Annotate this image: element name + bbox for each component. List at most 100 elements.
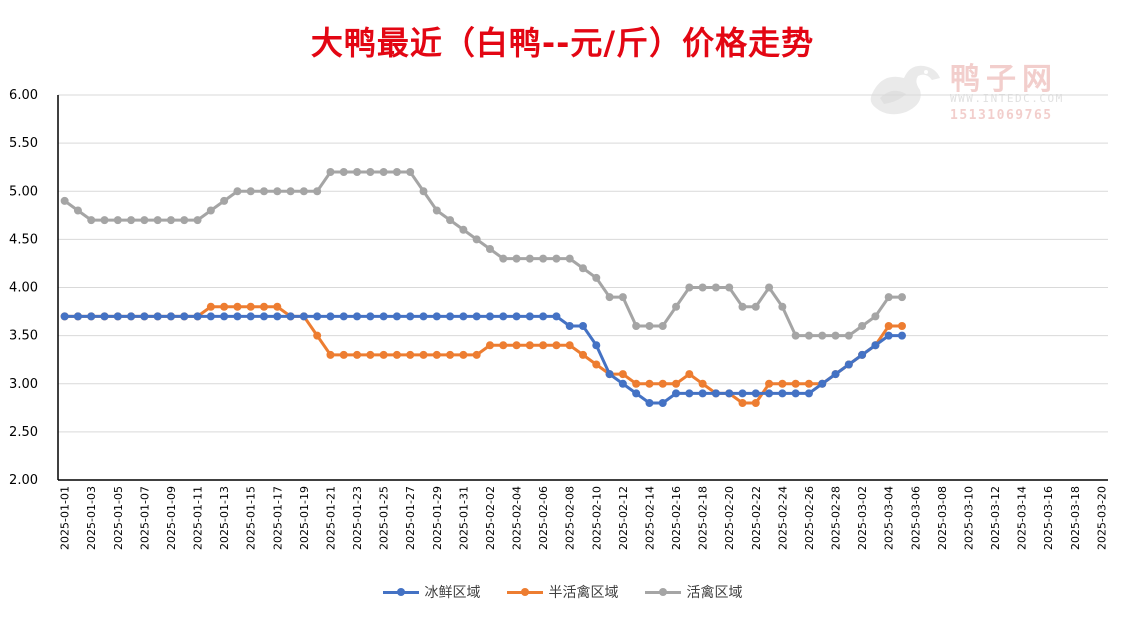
x-tick-label: 2025-02-18 — [697, 486, 710, 550]
x-tick-label: 2025-03-16 — [1042, 486, 1055, 550]
data-point — [778, 302, 787, 311]
x-tick-label: 2025-02-08 — [564, 486, 577, 550]
data-point — [100, 216, 109, 225]
data-point — [499, 341, 508, 350]
data-point — [366, 312, 375, 321]
data-point — [672, 302, 681, 311]
series-line-1 — [64, 305, 902, 405]
data-point — [472, 350, 481, 359]
data-point — [804, 379, 813, 388]
watermark-phone: 15131069765 — [950, 108, 1053, 123]
data-point — [778, 389, 787, 398]
x-tick-label: 2025-03-08 — [936, 486, 949, 550]
data-point — [871, 341, 880, 350]
legend-label: 活禽区域 — [686, 585, 743, 601]
data-point — [778, 379, 787, 388]
data-point — [831, 331, 840, 340]
x-tick-label: 2025-01-29 — [431, 486, 444, 550]
data-point — [286, 187, 295, 196]
data-point — [632, 389, 641, 398]
data-point — [791, 331, 800, 340]
data-point — [472, 235, 481, 244]
data-point — [592, 360, 601, 369]
data-point — [379, 312, 388, 321]
data-point — [791, 389, 800, 398]
duck-logo-icon — [870, 65, 940, 115]
x-tick-label: 2025-02-04 — [511, 486, 524, 550]
data-point — [260, 187, 269, 196]
data-point — [579, 264, 587, 273]
data-point — [73, 312, 82, 321]
data-point — [299, 187, 308, 196]
data-point — [738, 399, 747, 407]
data-point — [552, 254, 561, 263]
data-point — [353, 350, 362, 359]
legend-swatch — [644, 586, 681, 598]
x-tick-label: 2025-03-06 — [909, 486, 922, 550]
data-point — [499, 312, 508, 321]
data-point — [472, 312, 481, 321]
data-point — [765, 379, 774, 388]
data-point — [871, 312, 880, 321]
x-tick-label: 2025-03-04 — [883, 486, 896, 550]
data-point — [353, 312, 362, 321]
data-point — [339, 312, 348, 321]
data-point — [579, 322, 587, 330]
data-point — [512, 341, 521, 350]
legend-label: 半活禽区域 — [548, 585, 619, 601]
x-tick-label: 2025-01-27 — [404, 486, 417, 550]
data-point — [339, 350, 348, 359]
data-point — [658, 322, 667, 330]
watermark-name: 鸭子网 — [950, 62, 1058, 97]
chart-legend: 冰鲜区域 半活禽区域 活禽区域 — [0, 582, 1125, 602]
data-point — [273, 302, 282, 311]
legend-label: 冰鲜区域 — [424, 585, 481, 601]
x-tick-label: 2025-01-11 — [192, 486, 205, 550]
data-point — [884, 331, 893, 340]
data-point — [698, 283, 707, 292]
data-point — [220, 302, 229, 311]
data-point — [127, 216, 136, 225]
data-point — [459, 312, 468, 321]
x-tick-label: 2025-03-02 — [856, 486, 869, 550]
data-point — [738, 302, 747, 311]
data-point — [326, 312, 335, 321]
series-line-2 — [63, 170, 902, 338]
data-point — [525, 341, 534, 350]
y-tick-label: 4.00 — [9, 281, 38, 296]
data-point — [672, 379, 681, 388]
data-point — [711, 389, 720, 398]
x-tick-label: 2025-02-10 — [590, 486, 603, 550]
data-point — [698, 389, 707, 398]
x-tick-label: 2025-02-20 — [723, 486, 736, 550]
data-point — [592, 273, 601, 282]
data-point — [419, 187, 428, 196]
data-point — [539, 341, 548, 350]
y-tick-label: 4.50 — [9, 232, 38, 247]
data-point — [525, 312, 534, 321]
data-point — [446, 350, 455, 359]
data-point — [858, 350, 867, 359]
chart-title: 大鸭最近（白鸭--元/斤）价格走势 — [310, 24, 815, 62]
data-point — [313, 312, 322, 321]
data-point — [658, 379, 667, 388]
data-point — [672, 389, 681, 398]
y-tick-label: 3.00 — [9, 377, 38, 392]
data-point — [100, 312, 109, 321]
data-point — [725, 389, 734, 398]
x-tick-label: 2025-01-01 — [59, 486, 72, 550]
data-point — [658, 399, 667, 407]
series-line-0 — [64, 314, 902, 405]
data-point — [127, 312, 136, 321]
data-point — [685, 283, 694, 292]
data-point — [539, 312, 548, 321]
data-point — [326, 168, 335, 176]
data-point — [299, 312, 308, 321]
x-tick-label: 2025-01-15 — [245, 486, 258, 550]
data-point — [233, 187, 242, 196]
data-point — [565, 254, 574, 263]
data-point — [353, 168, 362, 176]
data-point — [738, 389, 747, 398]
x-tick-label: 2025-01-17 — [271, 486, 284, 550]
x-tick-label: 2025-01-09 — [165, 486, 178, 550]
